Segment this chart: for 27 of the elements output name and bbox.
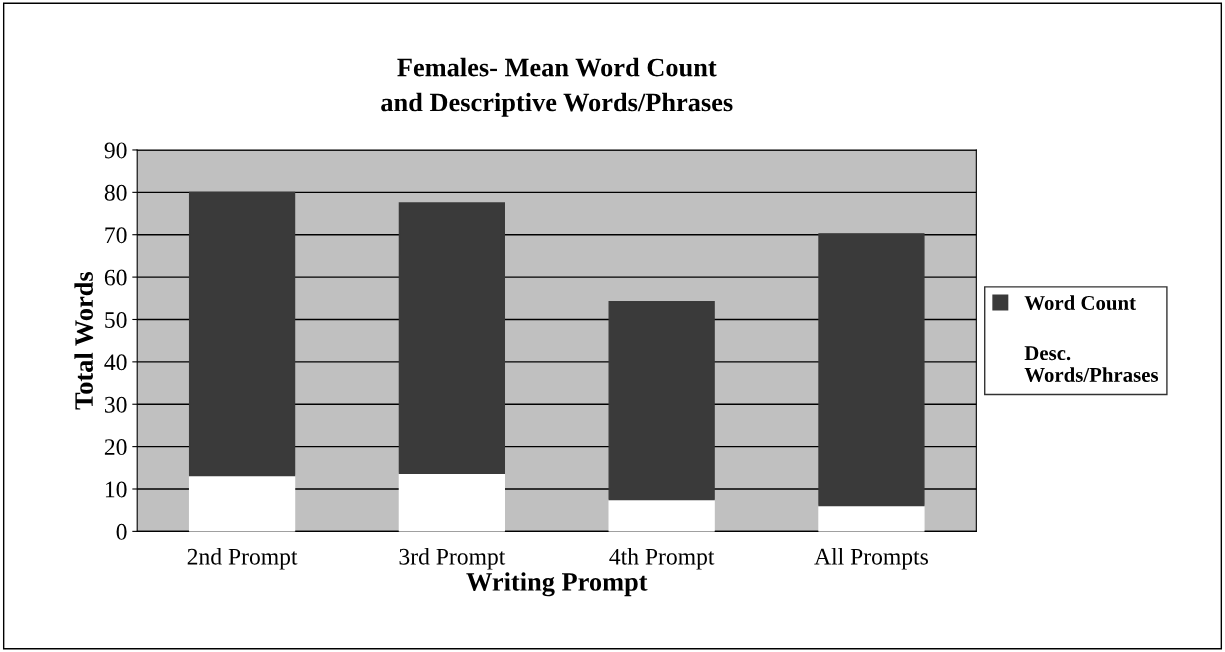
x-tick-label: All Prompts — [814, 548, 928, 570]
bar — [608, 300, 715, 501]
bar — [398, 472, 506, 532]
y-tick-label: 90 — [104, 142, 127, 159]
y-tick-label: 10 — [105, 481, 127, 498]
x-tick-label: 4th Prompt — [609, 548, 715, 570]
y-tick-label: 0 — [116, 523, 127, 540]
chart-title: Females- Mean Word Count and Descriptive Words/Phrases — [381, 57, 733, 117]
legend-label: Word Count — [1024, 295, 1136, 311]
bar — [818, 504, 925, 532]
y-axis-title: Total Words — [74, 272, 94, 410]
y-tick-label: 30 — [105, 396, 127, 413]
bar — [818, 233, 925, 507]
y-tick-label: 50 — [105, 311, 127, 328]
bar — [188, 474, 296, 532]
bar — [608, 498, 715, 532]
y-tick-label: 20 — [104, 439, 127, 456]
x-tick-label: 3rd Prompt — [399, 548, 506, 570]
y-tick-label: 40 — [104, 354, 127, 371]
bar — [188, 191, 296, 477]
y-tick-label: 80 — [104, 184, 127, 201]
x-tick-label: 2nd Prompt — [187, 548, 298, 570]
x-axis-title: Writing Prompt — [466, 572, 648, 597]
y-tick-label: 60 — [104, 269, 127, 286]
text: Desc. Words/Phrases — [1024, 346, 1159, 383]
bar — [398, 202, 506, 475]
y-tick-label: 70 — [105, 227, 127, 244]
